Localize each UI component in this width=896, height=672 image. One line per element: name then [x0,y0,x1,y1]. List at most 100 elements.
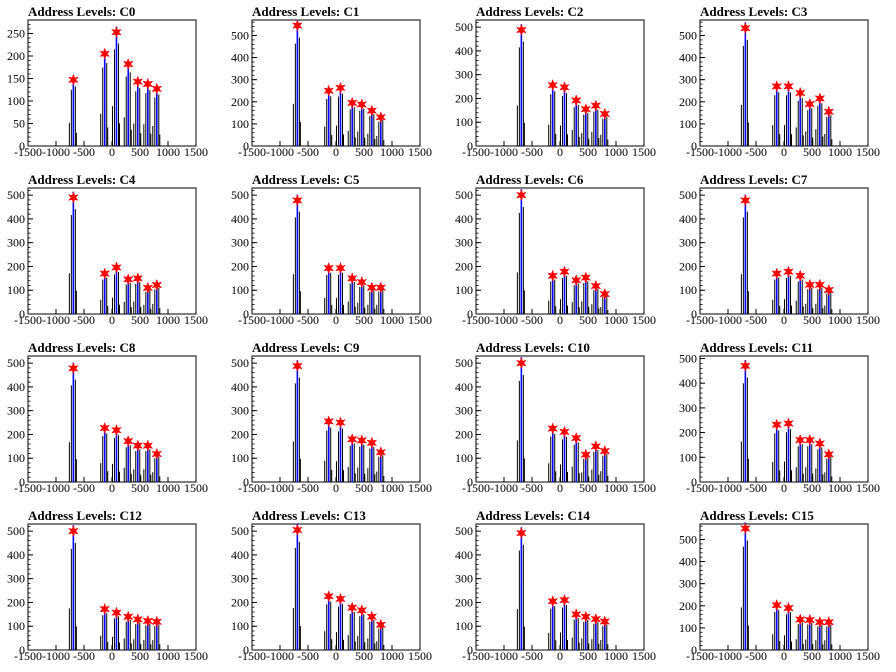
x-tick-label: -500 [521,649,543,663]
y-tick-label: 200 [455,427,473,441]
y-tick-label: 200 [455,259,473,273]
y-tick-label: 400 [679,51,697,65]
y-tick-label: 400 [7,212,25,226]
x-tick-label: -1000 [266,145,294,159]
plot-frame [475,523,645,651]
y-tick-label: 300 [679,401,697,415]
chart-title: Address Levels: C3 [700,4,808,19]
y-tick-label: 200 [679,259,697,273]
peak-marker [67,73,79,87]
x-tick-label: 0 [781,481,787,495]
y-tick-label: 200 [231,259,249,273]
x-tick-label: -1500 [14,145,42,159]
peak-marker [814,278,826,292]
histogram-plot: 0 100 200 300 400 500 -1500 -1000 -500 0 500 1000 15… [231,355,432,495]
y-tick-label: 50 [13,117,25,131]
x-tick-label: 1500 [408,649,432,663]
histogram-plot: 0 100 200 300 400 500 -1500 -1000 -500 0 500 1000 15… [455,523,656,663]
peak-marker [783,80,794,93]
x-tick-label: 1000 [828,145,852,159]
y-tick-label: 100 [7,94,25,108]
peak-marker [823,283,835,297]
x-tick-label: 0 [781,313,787,327]
peak-marker [132,439,144,452]
y-tick-label: 400 [679,212,697,226]
histogram-panel: Address Levels: C3 0 100 200 300 400 500 -1500-… [672,0,896,168]
x-tick-label: -1000 [266,313,294,327]
histogram-plot: 0 100 200 300 400 500 -1500 -1000 -500 0 500 1000 15… [231,523,432,663]
peak-marker [570,608,582,621]
peak-marker [142,77,154,91]
y-tick-label: 100 [679,621,697,635]
y-tick-label: 0 [691,475,697,489]
y-tick-label: 300 [455,68,473,82]
y-tick-label: 100 [679,283,697,297]
peak-marker [547,422,559,435]
x-tick-label: 0 [333,145,339,159]
x-tick-label: -1000 [490,649,518,663]
peak-marker [335,261,346,275]
x-tick-label: 1500 [632,313,656,327]
y-tick-label: 100 [679,117,697,131]
x-tick-label: 0 [557,313,563,327]
x-tick-label: 500 [803,145,821,159]
peak-marker [366,281,378,294]
peak-marker [814,615,826,629]
peak-marker [559,81,570,94]
histogram-panel: Address Levels: C9 0 100 200 300 400 500 -1500-… [224,336,448,504]
y-tick-label: 500 [7,188,25,202]
peak-marker [122,434,134,448]
peak-marker [515,526,527,540]
x-tick-label: -500 [521,145,543,159]
peak-marker [356,98,368,111]
peak-marker [739,522,751,535]
peak-marker [739,194,751,207]
y-tick-label: 500 [679,351,697,365]
y-tick-label: 400 [679,376,697,390]
peak-marker [570,273,582,287]
chart-title: Address Levels: C4 [28,172,136,187]
peak-marker [794,86,806,100]
x-tick-label: 1000 [156,481,180,495]
x-tick-label: 1500 [856,145,880,159]
peak-marker [99,602,111,616]
histogram-plot: 0 100 200 300 400 500 -1500 -1000 -500 0 500 1000 15… [7,187,208,327]
chart-title: Address Levels: C10 [476,340,590,355]
y-tick-label: 0 [19,475,25,489]
x-tick-label: -1000 [42,481,70,495]
x-tick-label: 500 [355,313,373,327]
peak-marker [291,19,303,32]
peak-marker [771,267,783,280]
peak-marker [823,448,835,461]
x-tick-label: 1500 [632,649,656,663]
peak-marker [366,104,378,117]
y-tick-label: 200 [679,95,697,109]
peak-marker [590,99,602,112]
x-tick-label: -1500 [238,649,266,663]
x-tick-label: 1000 [604,313,628,327]
y-tick-label: 300 [455,404,473,418]
y-tick-label: 0 [243,643,249,657]
y-tick-label: 200 [7,595,25,609]
peak-marker [132,272,144,285]
x-tick-label: -1500 [462,145,490,159]
chart-title: Address Levels: C2 [476,4,584,19]
histogram-plot: 0 100 200 300 400 500 -1500 -1000 -500 0 500 1000 15… [679,187,880,327]
peak-marker [771,80,783,93]
histogram-plot: 0 100 200 300 400 500 -1500 -1000 -500 0 500 1000 15… [231,19,432,159]
peak-marker [356,604,368,617]
peak-marker [111,261,122,274]
histogram-panel: Address Levels: C6 0 100 200 300 400 500 -1500-… [448,168,672,336]
y-tick-label: 200 [679,599,697,613]
histogram-panel: Address Levels: C15 0 100 200 300 400 500 -1500… [672,504,896,672]
peak-marker [142,614,154,628]
y-tick-label: 300 [231,236,249,250]
y-tick-label: 0 [19,643,25,657]
x-tick-label: 1000 [380,145,404,159]
x-tick-label: 1500 [408,145,432,159]
histogram-plot: 0 100 200 300 400 500 -1500 -1000 -500 0 500 1000 15… [679,19,880,159]
x-tick-label: -1500 [686,649,714,663]
peak-marker [599,444,611,458]
x-tick-label: 0 [781,649,787,663]
x-tick-label: 500 [803,649,821,663]
